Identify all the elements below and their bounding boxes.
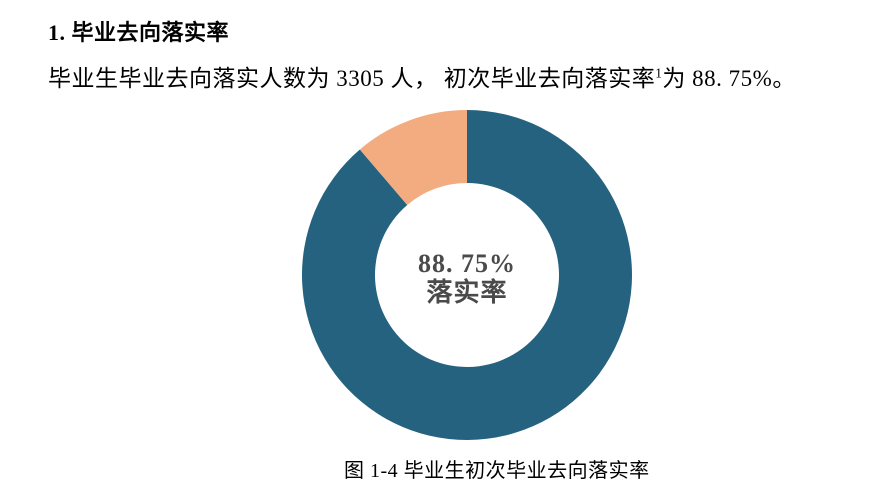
donut-chart-svg: [302, 110, 632, 440]
donut-slice-remainder: [359, 110, 467, 206]
section-heading: 1. 毕业去向落实率: [48, 20, 230, 45]
rate-value: 88. 75%: [418, 249, 516, 278]
paragraph-text-1: 毕业生毕业去向落实人数为: [48, 66, 337, 91]
body-paragraph: 毕业生毕业去向落实人数为 3305 人， 初次毕业去向落实率1为 88. 75%…: [48, 59, 796, 93]
rate-label: 落实率: [426, 278, 508, 307]
paragraph-text-2: 人， 初次毕业去向落实率: [384, 66, 656, 91]
donut-slice-落实率: [302, 110, 632, 440]
graduates-count: 3305: [336, 66, 385, 91]
donut-center-label: 88. 75% 落实率: [357, 249, 577, 307]
paragraph-text-3: 为 88. 75%。: [662, 66, 796, 91]
donut-chart: [302, 110, 632, 440]
figure-caption: 图 1-4 毕业生初次毕业去向落实率: [344, 460, 650, 482]
footnote-marker: 1: [655, 65, 663, 81]
